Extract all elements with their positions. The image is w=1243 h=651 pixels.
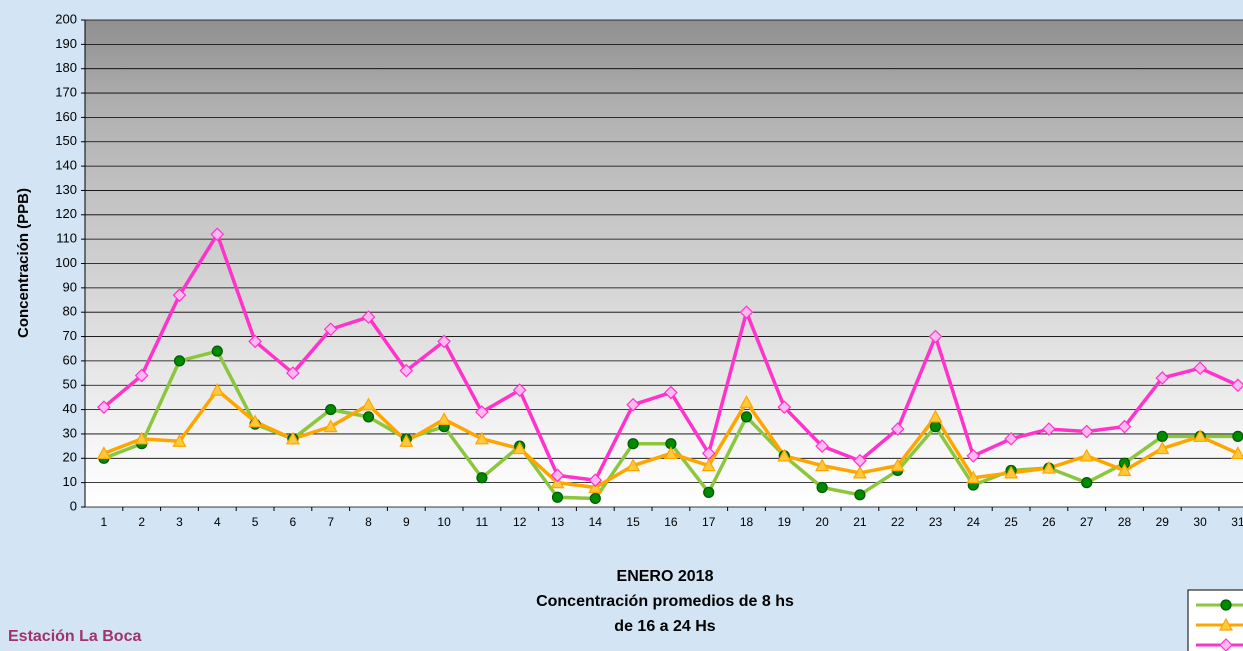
chart-title: ENERO 2018 [617, 568, 714, 585]
y-tick-label: 60 [63, 352, 77, 367]
y-tick-label: 110 [56, 231, 77, 246]
y-tick-label: 180 [55, 60, 77, 75]
x-tick-label: 25 [1004, 515, 1018, 529]
x-tick-label: 18 [740, 515, 754, 529]
x-tick-label: 7 [327, 515, 334, 529]
x-tick-label: 3 [176, 515, 183, 529]
x-tick-label: 19 [778, 515, 792, 529]
y-tick-label: 70 [63, 328, 77, 343]
chart-title: de 16 a 24 Hs [614, 618, 716, 635]
y-tick-label: 100 [55, 255, 77, 270]
y-tick-label: 50 [63, 377, 77, 392]
x-tick-label: 29 [1156, 515, 1170, 529]
x-tick-label: 11 [476, 515, 489, 529]
data-point [704, 487, 714, 497]
x-tick-label: 28 [1118, 515, 1132, 529]
data-point [931, 422, 941, 432]
x-tick-label: 1 [101, 515, 108, 529]
y-tick-label: 170 [55, 84, 77, 99]
legend [1188, 590, 1243, 651]
data-point [1082, 478, 1092, 488]
x-tick-label: 5 [252, 515, 259, 529]
x-tick-label: 4 [214, 515, 221, 529]
x-tick-label: 17 [702, 515, 716, 529]
chart-title: Concentración promedios de 8 hs [536, 593, 794, 610]
y-tick-label: 130 [55, 182, 77, 197]
x-tick-label: 30 [1193, 515, 1207, 529]
x-tick-label: 31 [1231, 515, 1243, 529]
x-tick-label: 27 [1080, 515, 1094, 529]
data-point [364, 412, 374, 422]
data-point [817, 483, 827, 493]
x-tick-label: 15 [626, 515, 640, 529]
data-point [175, 356, 185, 366]
x-tick-label: 26 [1042, 515, 1056, 529]
x-tick-label: 24 [967, 515, 981, 529]
data-point [1157, 431, 1167, 441]
y-axis-label: Concentración (PPB) [15, 188, 32, 338]
annotation: Estación La Boca [8, 628, 141, 645]
y-tick-label: 10 [63, 474, 77, 489]
y-tick-label: 40 [63, 401, 77, 416]
data-point [1233, 431, 1243, 441]
x-tick-label: 16 [664, 515, 678, 529]
x-tick-label: 13 [551, 515, 565, 529]
y-tick-label: 120 [55, 206, 77, 221]
x-tick-label: 10 [437, 515, 451, 529]
x-tick-label: 9 [403, 515, 410, 529]
x-tick-label: 22 [891, 515, 905, 529]
x-tick-label: 14 [589, 515, 603, 529]
y-tick-label: 20 [63, 450, 77, 465]
y-tick-label: 160 [55, 109, 77, 124]
y-tick-label: 190 [55, 36, 77, 51]
x-tick-label: 20 [815, 515, 829, 529]
data-point [742, 412, 752, 422]
y-tick-label: 140 [55, 158, 77, 173]
data-point [212, 346, 222, 356]
x-tick-label: 12 [513, 515, 527, 529]
y-tick-label: 30 [63, 425, 77, 440]
y-tick-label: 0 [70, 498, 77, 513]
x-tick-label: 6 [290, 515, 297, 529]
x-tick-label: 23 [929, 515, 943, 529]
y-tick-label: 150 [55, 133, 77, 148]
data-point [553, 492, 563, 502]
data-point [477, 473, 487, 483]
data-point [628, 439, 638, 449]
y-tick-label: 80 [63, 304, 77, 319]
page: {"chart_data": { "type": "line", "ylabel… [0, 0, 1243, 651]
legend-marker [1221, 600, 1231, 610]
data-point [590, 493, 600, 503]
x-tick-label: 21 [853, 515, 867, 529]
y-tick-label: 200 [55, 11, 77, 26]
x-tick-label: 2 [138, 515, 145, 529]
y-tick-label: 90 [63, 279, 77, 294]
data-point [326, 405, 336, 415]
x-tick-label: 8 [365, 515, 372, 529]
data-point [855, 490, 865, 500]
chart: Concentración (PPB) ENERO 2018 Concentra… [0, 0, 1243, 651]
